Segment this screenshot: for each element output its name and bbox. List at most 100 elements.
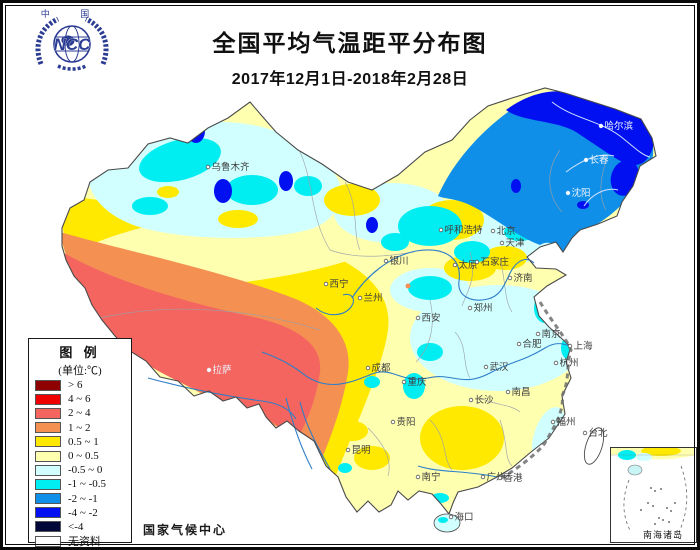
laurel-right-icon bbox=[84, 16, 109, 65]
city-dot bbox=[490, 228, 496, 234]
city-marker: 上海 bbox=[567, 340, 593, 352]
city-label: 海口 bbox=[455, 511, 474, 523]
legend-swatch bbox=[35, 379, 61, 391]
legend-swatch bbox=[35, 464, 61, 476]
city-marker: 台北 bbox=[582, 427, 609, 439]
city-dot bbox=[401, 379, 407, 385]
city-dot bbox=[206, 367, 212, 373]
china-outline bbox=[61, 87, 657, 516]
city-label: 济南 bbox=[514, 272, 533, 284]
legend-item: -4 ~ -2 bbox=[35, 506, 131, 520]
coastline-dashes bbox=[500, 301, 573, 480]
inset-islands bbox=[640, 487, 676, 525]
city-label: 银川 bbox=[390, 255, 409, 267]
legend-label: > 6 bbox=[68, 379, 83, 392]
city-marker: 武汉 bbox=[483, 361, 510, 373]
city-label: 昆明 bbox=[352, 445, 371, 456]
south-china-sea-inset: 南海诸岛 bbox=[610, 447, 697, 543]
ncc-logo: 中 国 NCC bbox=[35, 8, 109, 71]
page-title: 全国平均气温距平分布图 bbox=[212, 30, 488, 56]
city-label: 香港 bbox=[504, 472, 524, 484]
globe-icon bbox=[53, 25, 91, 63]
city-marker: 西宁 bbox=[323, 278, 349, 290]
legend-item: 1 ~ 2 bbox=[35, 421, 131, 435]
city-label: 武汉 bbox=[490, 361, 510, 373]
legend-label: 2 ~ 4 bbox=[68, 407, 91, 420]
city-marker: 重庆 bbox=[401, 376, 428, 388]
city-dot bbox=[483, 364, 489, 370]
legend-label: -2 ~ -1 bbox=[68, 492, 98, 505]
city-dot bbox=[438, 227, 444, 233]
legend-item: -1 ~ -0.5 bbox=[35, 477, 131, 491]
credit-text: 国家气候中心 bbox=[143, 523, 228, 537]
city-marker: 西安 bbox=[415, 312, 441, 324]
city-label: 合肥 bbox=[523, 338, 543, 350]
legend-item: -0.5 ~ 0 bbox=[35, 463, 131, 477]
city-label: 长春 bbox=[590, 154, 610, 166]
city-label: 贵阳 bbox=[397, 416, 416, 428]
city-marker: 银川 bbox=[383, 255, 409, 267]
logo-country-text: 中 国 bbox=[41, 8, 104, 19]
city-marker: 郑州 bbox=[467, 302, 493, 314]
city-marker: 石家庄 bbox=[474, 256, 510, 268]
city-dot bbox=[582, 430, 588, 436]
city-label: 成都 bbox=[372, 362, 392, 374]
city-label: 台北 bbox=[589, 427, 609, 439]
legend-unit: (单位:℃) bbox=[58, 365, 102, 377]
city-marker: 昆明 bbox=[345, 445, 371, 456]
legend-label: 0.5 ~ 1 bbox=[68, 435, 99, 448]
header: 全国平均气温距平分布图 2017年12月1日-2018年2月28日 bbox=[150, 24, 550, 89]
legend-item: -2 ~ -1 bbox=[35, 492, 131, 506]
city-marker: 沈阳 bbox=[565, 187, 591, 199]
city-dot bbox=[516, 341, 522, 347]
city-dot bbox=[390, 419, 396, 425]
city-marker: 南昌 bbox=[505, 386, 531, 398]
city-marker: 香港 bbox=[497, 472, 524, 484]
legend-swatch bbox=[35, 507, 61, 519]
city-marker: 成都 bbox=[365, 362, 392, 374]
legend-swatch bbox=[35, 521, 61, 533]
inset-label: 南海诸岛 bbox=[643, 529, 683, 540]
legend-item: 无资料 bbox=[35, 534, 131, 548]
city-dot bbox=[497, 475, 503, 481]
city-marker: 杭州 bbox=[553, 357, 579, 369]
city-dot bbox=[507, 275, 513, 281]
city-marker: 长沙 bbox=[468, 394, 494, 406]
city-marker: 呼和浩特 bbox=[438, 224, 483, 236]
city-marker: 福州 bbox=[550, 416, 576, 428]
laurel-base-icon bbox=[57, 64, 87, 71]
city-marker: 南宁 bbox=[415, 471, 441, 483]
city-dot bbox=[567, 343, 573, 349]
city-dot bbox=[452, 262, 458, 268]
city-marker: 长春 bbox=[583, 154, 610, 166]
city-dot bbox=[598, 123, 604, 129]
city-label: 太原 bbox=[459, 259, 478, 271]
city-dot bbox=[505, 389, 511, 395]
city-label: 拉萨 bbox=[213, 364, 233, 376]
city-dot bbox=[583, 157, 589, 163]
inset-boundary-dashes bbox=[623, 465, 688, 533]
city-dot bbox=[415, 474, 421, 480]
city-dot bbox=[550, 419, 556, 425]
rivers-northeast bbox=[551, 101, 651, 207]
city-label: 沈阳 bbox=[572, 187, 591, 199]
city-marker: 哈尔滨 bbox=[598, 120, 634, 132]
anomaly-shading bbox=[62, 88, 656, 514]
rivers bbox=[147, 249, 571, 478]
city-marker: 贵阳 bbox=[390, 416, 416, 428]
city-dot bbox=[467, 305, 473, 311]
legend-item: > 6 bbox=[35, 378, 131, 392]
city-label: 重庆 bbox=[408, 376, 428, 388]
city-label: 石家庄 bbox=[481, 256, 510, 268]
legend-swatch bbox=[35, 493, 61, 505]
city-dot bbox=[499, 240, 505, 246]
city-label: 天津 bbox=[506, 238, 526, 249]
legend-swatch bbox=[35, 478, 61, 490]
city-marker: 乌鲁木齐 bbox=[205, 161, 250, 173]
legend-swatch bbox=[35, 436, 61, 448]
laurel-left-icon bbox=[35, 16, 60, 65]
legend-label: <-4 bbox=[68, 520, 84, 533]
